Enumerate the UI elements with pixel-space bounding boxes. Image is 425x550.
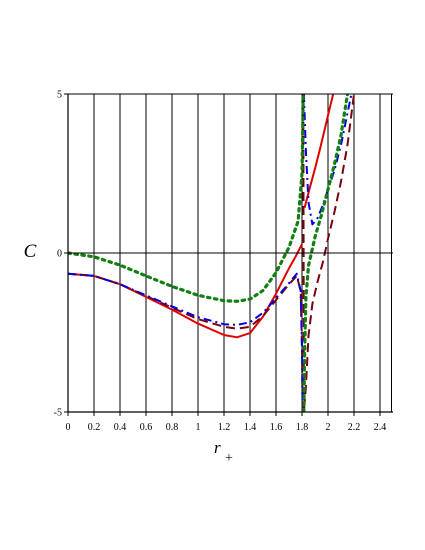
y-tick-label: 5 bbox=[57, 90, 62, 101]
series-4-left-branch bbox=[68, 94, 305, 303]
x-tick-label: 1.2 bbox=[218, 422, 231, 433]
x-tick-label: 2 bbox=[326, 422, 331, 433]
axes bbox=[64, 93, 393, 416]
x-tick-label: 1 bbox=[196, 422, 201, 433]
x-tick-label: 2.4 bbox=[374, 422, 387, 433]
x-axis-label-main: r bbox=[214, 438, 221, 457]
x-tick-label: 0 bbox=[66, 422, 71, 433]
x-tick-label: 0.2 bbox=[88, 422, 101, 433]
series-4-right-branch bbox=[302, 94, 350, 412]
series-3-left-branch bbox=[68, 272, 304, 412]
x-tick-label: 0.4 bbox=[114, 422, 127, 433]
tick-labels: 0 0.2 0.4 0.6 0.8 1 1.2 1.4 1.6 1.8 2 2.2 2.4 -5 0 5 bbox=[54, 90, 387, 434]
x-tick-label: 0.6 bbox=[140, 422, 153, 433]
y-axis-label: C bbox=[24, 241, 37, 262]
x-axis-label: r bbox=[214, 438, 221, 457]
y-tick-label: 0 bbox=[57, 249, 62, 260]
y-tick-label: -5 bbox=[54, 408, 62, 419]
series-2-left-branch bbox=[68, 272, 304, 412]
x-axis-label-subscript: + bbox=[225, 451, 233, 466]
x-tick-label: 1.8 bbox=[296, 422, 309, 433]
x-tick-label: 1.4 bbox=[244, 422, 257, 433]
series-3-right-branch bbox=[302, 94, 353, 226]
series-1-right-branch bbox=[303, 94, 335, 209]
x-tick-label: 0.8 bbox=[166, 422, 179, 433]
series-group bbox=[68, 94, 355, 412]
x-tick-label: 1.6 bbox=[270, 422, 283, 433]
x-tick-label: 2.2 bbox=[348, 422, 361, 433]
